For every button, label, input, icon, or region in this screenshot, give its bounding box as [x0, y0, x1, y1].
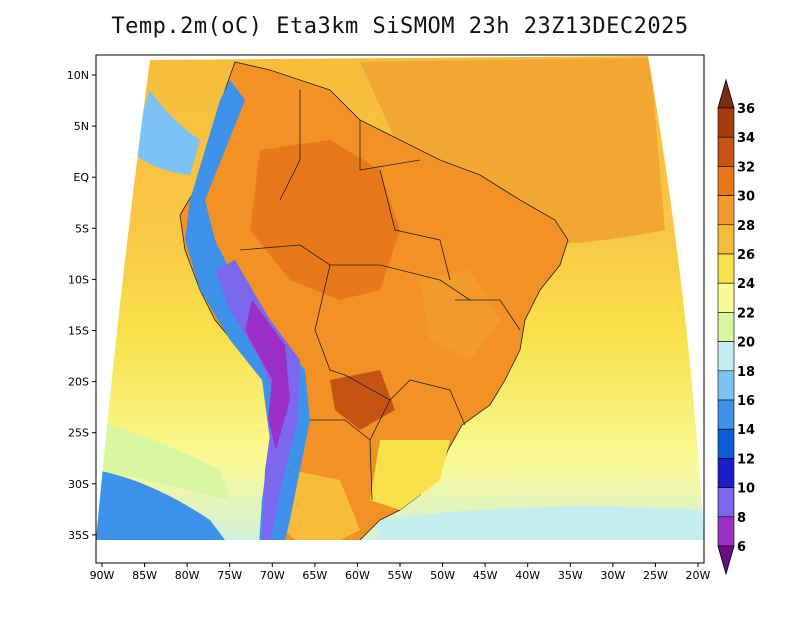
colorbar-segment: [717, 282, 735, 313]
interior-hot: [250, 140, 400, 300]
colorbar-label: 32: [737, 160, 755, 175]
colorbar-label: 36: [737, 102, 755, 117]
argentina-warm: [285, 470, 360, 540]
colorbar-segment: [717, 428, 735, 459]
lon-tick-label: 50W: [430, 569, 455, 582]
lat-tick-label: EQ: [73, 171, 89, 184]
colorbar-label: 26: [737, 248, 755, 263]
pacific-cool-patch: [130, 90, 200, 175]
colorbar-label: 6: [737, 540, 746, 555]
lon-tick-label: 75W: [217, 569, 242, 582]
south-pacific-mild: [96, 420, 230, 500]
colorbar-segment: [717, 458, 735, 488]
south-atlantic-cool: [380, 506, 704, 540]
lon-tick-label: 70W: [260, 569, 285, 582]
lat-tick-label: 15S: [68, 325, 89, 338]
lon-tick-label: 80W: [175, 569, 200, 582]
lat-tick-label: 30S: [68, 478, 89, 491]
south-brazil: [370, 440, 450, 510]
lon-tick-label: 60W: [345, 569, 370, 582]
colorbar-segment: [717, 136, 735, 167]
lat-tick-label: 5S: [75, 222, 89, 235]
colorbar-label: 20: [737, 336, 755, 351]
colorbar-segment: [717, 107, 735, 138]
lon-tick-label: 30W: [600, 569, 625, 582]
colorbar-bottom-arrow: [717, 545, 735, 576]
lon-tick-label: 45W: [473, 569, 498, 582]
colorbar-label: 8: [737, 511, 746, 526]
colorbar-label: 14: [737, 423, 755, 438]
colorbar-segment: [717, 516, 735, 547]
colorbar-label: 22: [737, 306, 755, 321]
colorbar-segment: [717, 370, 735, 401]
central-brazil: [420, 270, 500, 360]
colorbar-segment: [717, 399, 735, 430]
warm-atlantic: [360, 58, 665, 244]
altiplano-cold: [245, 300, 290, 450]
colorbar-segment: [717, 166, 735, 196]
lat-tick-label: 20S: [68, 376, 89, 389]
colorbar-segment: [717, 341, 735, 372]
andes-very-cold: [215, 260, 300, 540]
colorbar-label: 16: [737, 394, 755, 409]
colorbar-label: 34: [737, 131, 755, 146]
colorbar-label: 28: [737, 219, 755, 234]
lon-tick-label: 90W: [90, 569, 115, 582]
lat-tick-label: 35S: [68, 529, 89, 542]
colorbar-segment: [717, 487, 735, 518]
lat-tick-label: 10N: [67, 69, 89, 82]
lon-tick-label: 55W: [388, 569, 413, 582]
colorbar-label: 24: [737, 277, 755, 292]
lon-tick-label: 20W: [686, 569, 711, 582]
chaco-hot: [330, 370, 395, 430]
lat-tick-label: 5N: [74, 120, 89, 133]
lon-tick-label: 25W: [643, 569, 668, 582]
colorbar-label: 10: [737, 482, 755, 497]
lon-tick-label: 65W: [302, 569, 327, 582]
colorbar-label: 30: [737, 190, 755, 205]
lon-tick-label: 40W: [515, 569, 540, 582]
colorbar-segment: [717, 195, 735, 226]
colorbar-segment: [717, 253, 735, 284]
longitude-axis: 90W 85W 80W 75W 70W 65W 60W 55W 50W 45W 40W 35W 30W 2…: [90, 563, 711, 582]
map-domain: [96, 56, 704, 540]
lon-tick-label: 35W: [558, 569, 583, 582]
colorbar: 36 34 32 30 28 26 24 22 20 18 16 14 12 10 8 6: [717, 78, 755, 576]
colorbar-segment: [717, 312, 735, 342]
country-borders: [239, 90, 521, 501]
map-title: Temp.2m(oC) Eta3km SiSMOM 23h 23Z13DEC20…: [111, 14, 689, 39]
colorbar-top-arrow: [717, 78, 735, 109]
lat-tick-label: 25S: [68, 427, 89, 440]
south-pacific-cool: [96, 470, 240, 540]
colorbar-label: 18: [737, 365, 755, 380]
colorbar-segment: [717, 224, 735, 255]
lon-tick-label: 85W: [132, 569, 157, 582]
latitude-axis: 10N 5N EQ 5S 10S 15S 20S 25S 30S 35S: [67, 69, 96, 542]
colorbar-label: 12: [737, 452, 755, 467]
lat-tick-label: 10S: [68, 273, 89, 286]
